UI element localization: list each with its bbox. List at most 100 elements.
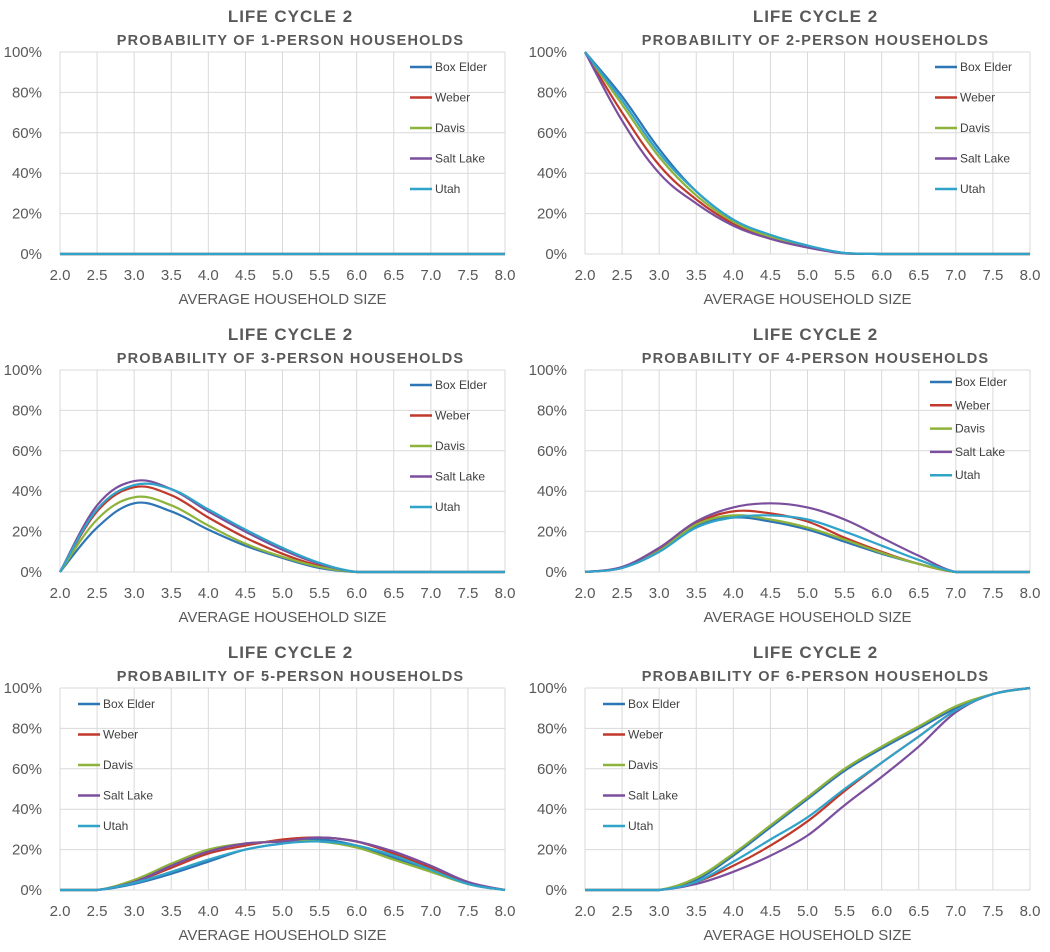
x-tick-label: 4.0 (198, 585, 219, 602)
legend-label: Utah (628, 819, 653, 833)
legend-label: Davis (960, 121, 990, 135)
y-tick-label: 80% (12, 402, 42, 419)
x-tick-label: 5.0 (797, 267, 818, 284)
x-tick-label: 7.0 (420, 903, 441, 920)
legend-label: Weber (628, 728, 663, 742)
x-tick-label: 5.5 (309, 267, 330, 284)
legend-label: Salt Lake (435, 470, 485, 484)
x-tick-label: 2.0 (50, 585, 71, 602)
x-tick-label: 3.5 (686, 267, 707, 284)
chart-subtitle: PROBABILITY OF 1-PERSON HOUSEHOLDS (117, 33, 464, 49)
y-tick-label: 80% (537, 402, 567, 419)
chart-title: LIFE CYCLE 2 (228, 643, 353, 662)
x-tick-label: 7.0 (945, 267, 966, 284)
legend-label: Weber (103, 728, 138, 742)
x-tick-label: 6.5 (908, 903, 929, 920)
legend-label: Utah (435, 182, 460, 196)
legend-label: Davis (103, 758, 133, 772)
y-tick-label: 40% (12, 801, 42, 818)
x-tick-label: 4.0 (723, 267, 744, 284)
x-tick-label: 5.5 (309, 903, 330, 920)
x-tick-label: 6.5 (908, 267, 929, 284)
x-tick-label: 8.0 (1020, 267, 1041, 284)
legend-label: Salt Lake (103, 789, 153, 803)
x-tick-label: 3.0 (649, 903, 670, 920)
y-tick-label: 20% (537, 524, 567, 541)
legend-label: Salt Lake (960, 152, 1010, 166)
chart-subtitle: PROBABILITY OF 2-PERSON HOUSEHOLDS (642, 33, 989, 49)
y-tick-label: 0% (545, 882, 567, 899)
chart-panel: LIFE CYCLE 2 PROBABILITY OF 2-PERSON HOUS… (525, 0, 1050, 316)
legend-label: Box Elder (103, 697, 155, 711)
x-tick-label: 2.5 (612, 903, 633, 920)
x-tick-label: 2.5 (612, 267, 633, 284)
x-tick-label: 6.0 (871, 903, 892, 920)
legend-label: Weber (435, 91, 470, 105)
y-tick-label: 40% (537, 483, 567, 500)
legend-label: Weber (960, 91, 995, 105)
chart-panel: LIFE CYCLE 2 PROBABILITY OF 4-PERSON HOUS… (525, 318, 1050, 634)
x-tick-label: 8.0 (1020, 903, 1041, 920)
x-tick-label: 3.5 (161, 267, 182, 284)
y-tick-label: 40% (12, 483, 42, 500)
x-axis-title: AVERAGE HOUSEHOLD SIZE (178, 927, 386, 944)
x-tick-label: 2.0 (575, 585, 596, 602)
x-tick-label: 3.5 (686, 903, 707, 920)
x-tick-label: 8.0 (495, 585, 516, 602)
x-tick-label: 5.0 (272, 267, 293, 284)
legend-label: Davis (435, 121, 465, 135)
x-tick-label: 3.0 (649, 585, 670, 602)
y-tick-label: 20% (12, 842, 42, 859)
x-tick-label: 5.5 (834, 267, 855, 284)
y-tick-label: 100% (4, 44, 42, 61)
chart-svg: LIFE CYCLE 2 PROBABILITY OF 2-PERSON HOUS… (529, 7, 1041, 308)
x-tick-label: 4.0 (198, 903, 219, 920)
x-tick-label: 4.0 (723, 903, 744, 920)
x-tick-label: 5.5 (834, 903, 855, 920)
chart-svg: LIFE CYCLE 2 PROBABILITY OF 5-PERSON HOUS… (4, 643, 516, 944)
y-tick-label: 60% (537, 761, 567, 778)
chart-subtitle: PROBABILITY OF 4-PERSON HOUSEHOLDS (642, 351, 989, 367)
x-axis-title: AVERAGE HOUSEHOLD SIZE (703, 291, 911, 308)
legend-label: Davis (955, 422, 985, 436)
x-tick-label: 7.5 (982, 585, 1003, 602)
x-tick-label: 4.5 (760, 585, 781, 602)
y-tick-label: 60% (12, 125, 42, 142)
legend-label: Box Elder (628, 697, 680, 711)
x-tick-label: 8.0 (495, 903, 516, 920)
x-tick-label: 3.0 (649, 267, 670, 284)
y-tick-label: 40% (537, 165, 567, 182)
legend-label: Utah (103, 819, 128, 833)
x-tick-label: 3.0 (124, 267, 145, 284)
x-tick-label: 5.0 (797, 903, 818, 920)
chart-svg: LIFE CYCLE 2 PROBABILITY OF 1-PERSON HOUS… (4, 7, 516, 308)
y-tick-label: 0% (545, 246, 567, 263)
x-tick-label: 3.0 (124, 903, 145, 920)
series-line-utah (59, 482, 505, 574)
y-tick-label: 100% (529, 362, 567, 379)
x-tick-label: 3.0 (124, 585, 145, 602)
chart-subtitle: PROBABILITY OF 6-PERSON HOUSEHOLDS (642, 669, 989, 685)
x-tick-label: 2.0 (575, 903, 596, 920)
x-tick-label: 7.0 (945, 903, 966, 920)
x-tick-label: 5.5 (309, 585, 330, 602)
x-axis-title: AVERAGE HOUSEHOLD SIZE (703, 609, 911, 626)
x-tick-label: 3.5 (161, 903, 182, 920)
x-tick-label: 7.0 (420, 267, 441, 284)
y-tick-label: 20% (12, 206, 42, 223)
chart-title: LIFE CYCLE 2 (228, 325, 353, 344)
legend-label: Salt Lake (628, 789, 678, 803)
chart-subtitle: PROBABILITY OF 5-PERSON HOUSEHOLDS (117, 669, 464, 685)
x-axis-title: AVERAGE HOUSEHOLD SIZE (703, 927, 911, 944)
legend-label: Box Elder (435, 378, 487, 392)
y-tick-label: 40% (537, 801, 567, 818)
x-tick-label: 6.0 (346, 267, 367, 284)
y-tick-label: 20% (537, 206, 567, 223)
x-tick-label: 6.5 (383, 267, 404, 284)
y-tick-label: 80% (12, 720, 42, 737)
x-tick-label: 6.0 (871, 585, 892, 602)
y-tick-label: 0% (20, 564, 42, 581)
chart-title: LIFE CYCLE 2 (753, 325, 878, 344)
x-tick-label: 7.0 (420, 585, 441, 602)
